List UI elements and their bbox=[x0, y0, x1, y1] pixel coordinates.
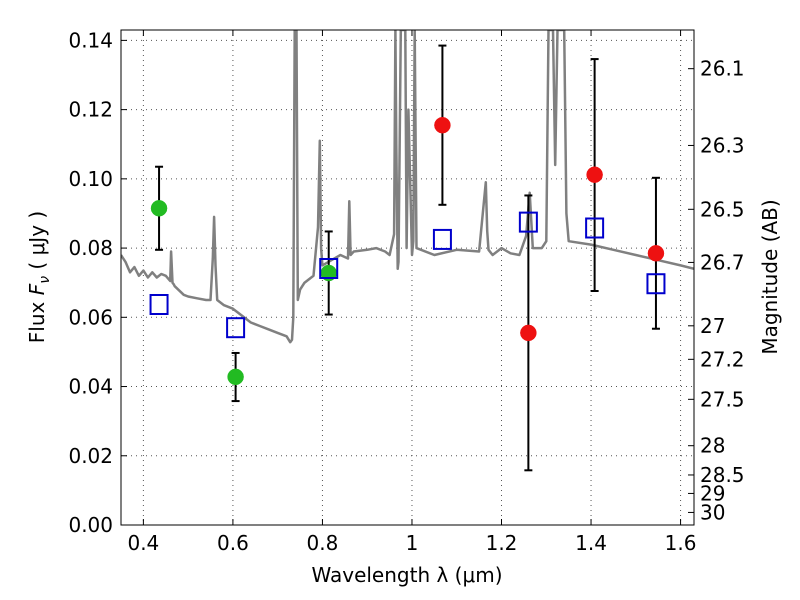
x-tick-label: 1.6 bbox=[665, 531, 697, 555]
data-point bbox=[586, 166, 603, 183]
spectrum-line bbox=[121, 30, 694, 344]
model-point bbox=[646, 273, 666, 295]
y-tick-label: 0.04 bbox=[68, 375, 113, 399]
y-tick-label: 0.06 bbox=[68, 305, 113, 329]
y-tick-label: 0.12 bbox=[68, 98, 113, 122]
model-point bbox=[432, 228, 452, 250]
y-tick-label: 0.02 bbox=[68, 444, 113, 468]
y-tick-label: 0.08 bbox=[68, 236, 113, 260]
y-axis-label-symbol: F bbox=[25, 283, 49, 295]
x-tick-label: 0.8 bbox=[307, 531, 339, 555]
model-point bbox=[319, 258, 339, 279]
y2-tick-label: 30 bbox=[700, 500, 725, 524]
y-tick-label: 0.10 bbox=[68, 167, 113, 191]
y2-tick-label: 26.7 bbox=[700, 250, 745, 274]
x-axis-ticks: 0.4 0.6 0.8 1 1.2 1.4 1.6 bbox=[127, 30, 696, 555]
model-point bbox=[226, 317, 246, 339]
x-tick-label: 1.4 bbox=[575, 531, 607, 555]
data-points bbox=[149, 44, 666, 472]
data-point bbox=[434, 116, 451, 134]
plot-frame bbox=[120, 29, 695, 526]
y2-tick-label: 27.5 bbox=[700, 387, 745, 411]
model-point bbox=[518, 211, 538, 233]
y-axis-label-subscript: ν bbox=[37, 276, 53, 284]
data-point bbox=[227, 368, 244, 386]
y2-tick-label: 26.1 bbox=[700, 57, 745, 81]
y2-tick-label: 27.2 bbox=[700, 347, 745, 371]
x-tick-label: 1.2 bbox=[486, 531, 518, 555]
data-point bbox=[520, 324, 537, 342]
y2-tick-label: 29 bbox=[700, 481, 725, 505]
y-axis-label: Flux Fν ( μJy ) bbox=[25, 211, 53, 343]
y-axis-label-unit: ( μJy ) bbox=[25, 211, 49, 276]
x-tick-label: 0.6 bbox=[217, 531, 249, 555]
y2-tick-label: 26.5 bbox=[700, 197, 745, 221]
y2-tick-label: 27 bbox=[700, 314, 725, 338]
y2-tick-label: 28 bbox=[700, 434, 725, 458]
x-axis-label: Wavelength λ (μm) bbox=[311, 563, 502, 587]
y-axis-ticks: 0.00 0.02 0.04 0.06 0.08 0.10 0.12 0.14 bbox=[68, 28, 127, 537]
y-tick-label: 0.14 bbox=[68, 28, 113, 52]
x-tick-label: 1 bbox=[406, 531, 419, 555]
y-axis-label-prefix: Flux bbox=[25, 295, 49, 343]
model-point bbox=[149, 294, 169, 315]
model-spectrum bbox=[121, 30, 694, 344]
y2-tick-label: 26.3 bbox=[700, 133, 745, 157]
model-point bbox=[585, 217, 605, 239]
x-tick-label: 0.4 bbox=[127, 531, 159, 555]
grid bbox=[121, 30, 694, 526]
y-tick-label: 0.00 bbox=[68, 513, 113, 537]
data-point bbox=[150, 200, 168, 217]
y2-tick-label: 28.5 bbox=[700, 463, 745, 487]
data-point bbox=[647, 245, 665, 262]
y2-axis-label: Magnitude (AB) bbox=[758, 199, 782, 354]
